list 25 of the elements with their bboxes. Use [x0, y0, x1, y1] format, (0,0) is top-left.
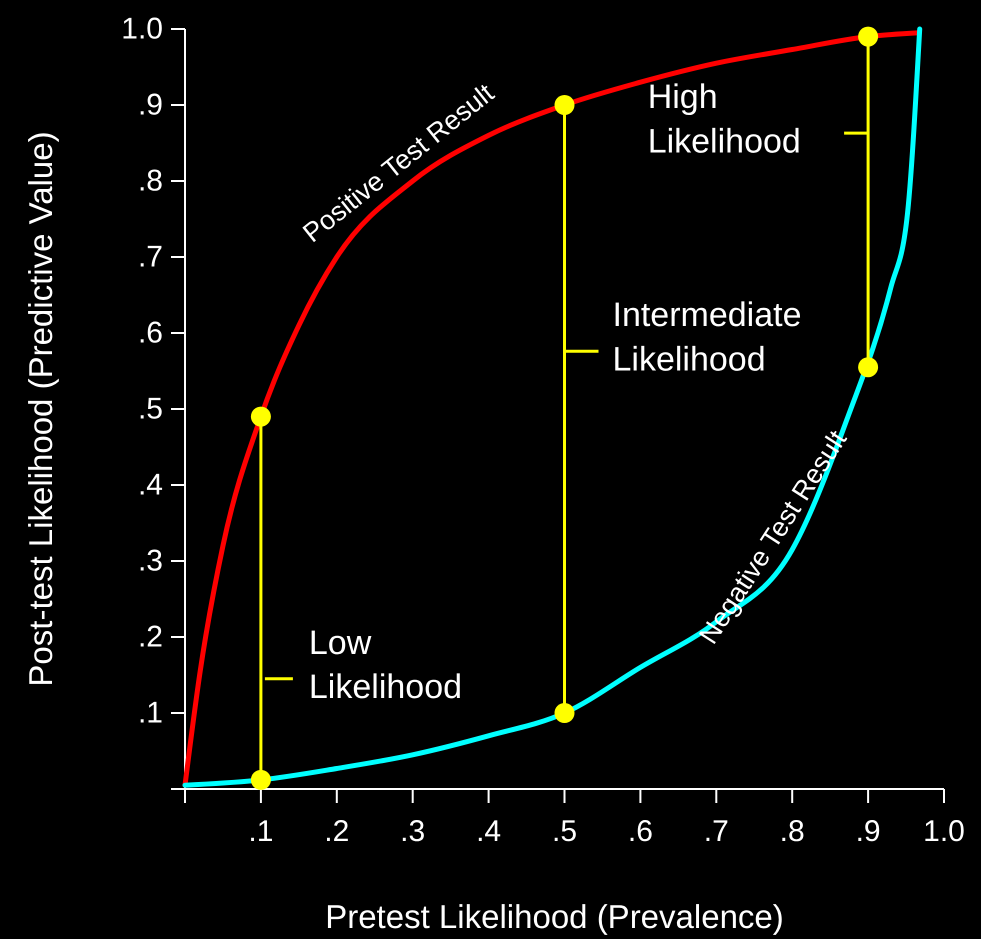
- y-tick-label: .5: [138, 392, 163, 426]
- x-tick-label: .5: [552, 815, 578, 848]
- x-tick-label: .8: [780, 815, 805, 848]
- x-axis-title: Pretest Likelihood (Prevalence): [325, 898, 784, 935]
- x-tick-label: .3: [400, 815, 426, 848]
- y-tick-label: .7: [138, 240, 163, 274]
- x-tick-label: .9: [856, 815, 881, 848]
- y-tick-label: .3: [138, 544, 163, 578]
- annotation: Low Likelihood: [308, 624, 462, 706]
- y-tick-label: .6: [138, 316, 163, 350]
- y-tick-label: 1.0: [121, 12, 163, 46]
- x-tick-label: .2: [324, 815, 350, 848]
- y-tick-label: .1: [138, 696, 163, 730]
- x-tick-label: .1: [248, 815, 274, 848]
- x-tick-label: 1.0: [923, 815, 965, 848]
- annotation: High Likelihood: [648, 78, 801, 160]
- annotation: Intermediate Likelihood: [612, 296, 802, 378]
- y-tick-label: .2: [138, 620, 163, 654]
- y-axis-title: Post-test Likelihood (Predictive Value): [22, 131, 59, 687]
- x-tick-label: .4: [476, 815, 502, 848]
- y-tick-label: .8: [138, 164, 163, 198]
- x-tick-label: .6: [628, 815, 653, 848]
- y-tick-label: .9: [138, 88, 163, 122]
- y-tick-label: .4: [138, 468, 163, 502]
- x-tick-label: .7: [704, 815, 729, 848]
